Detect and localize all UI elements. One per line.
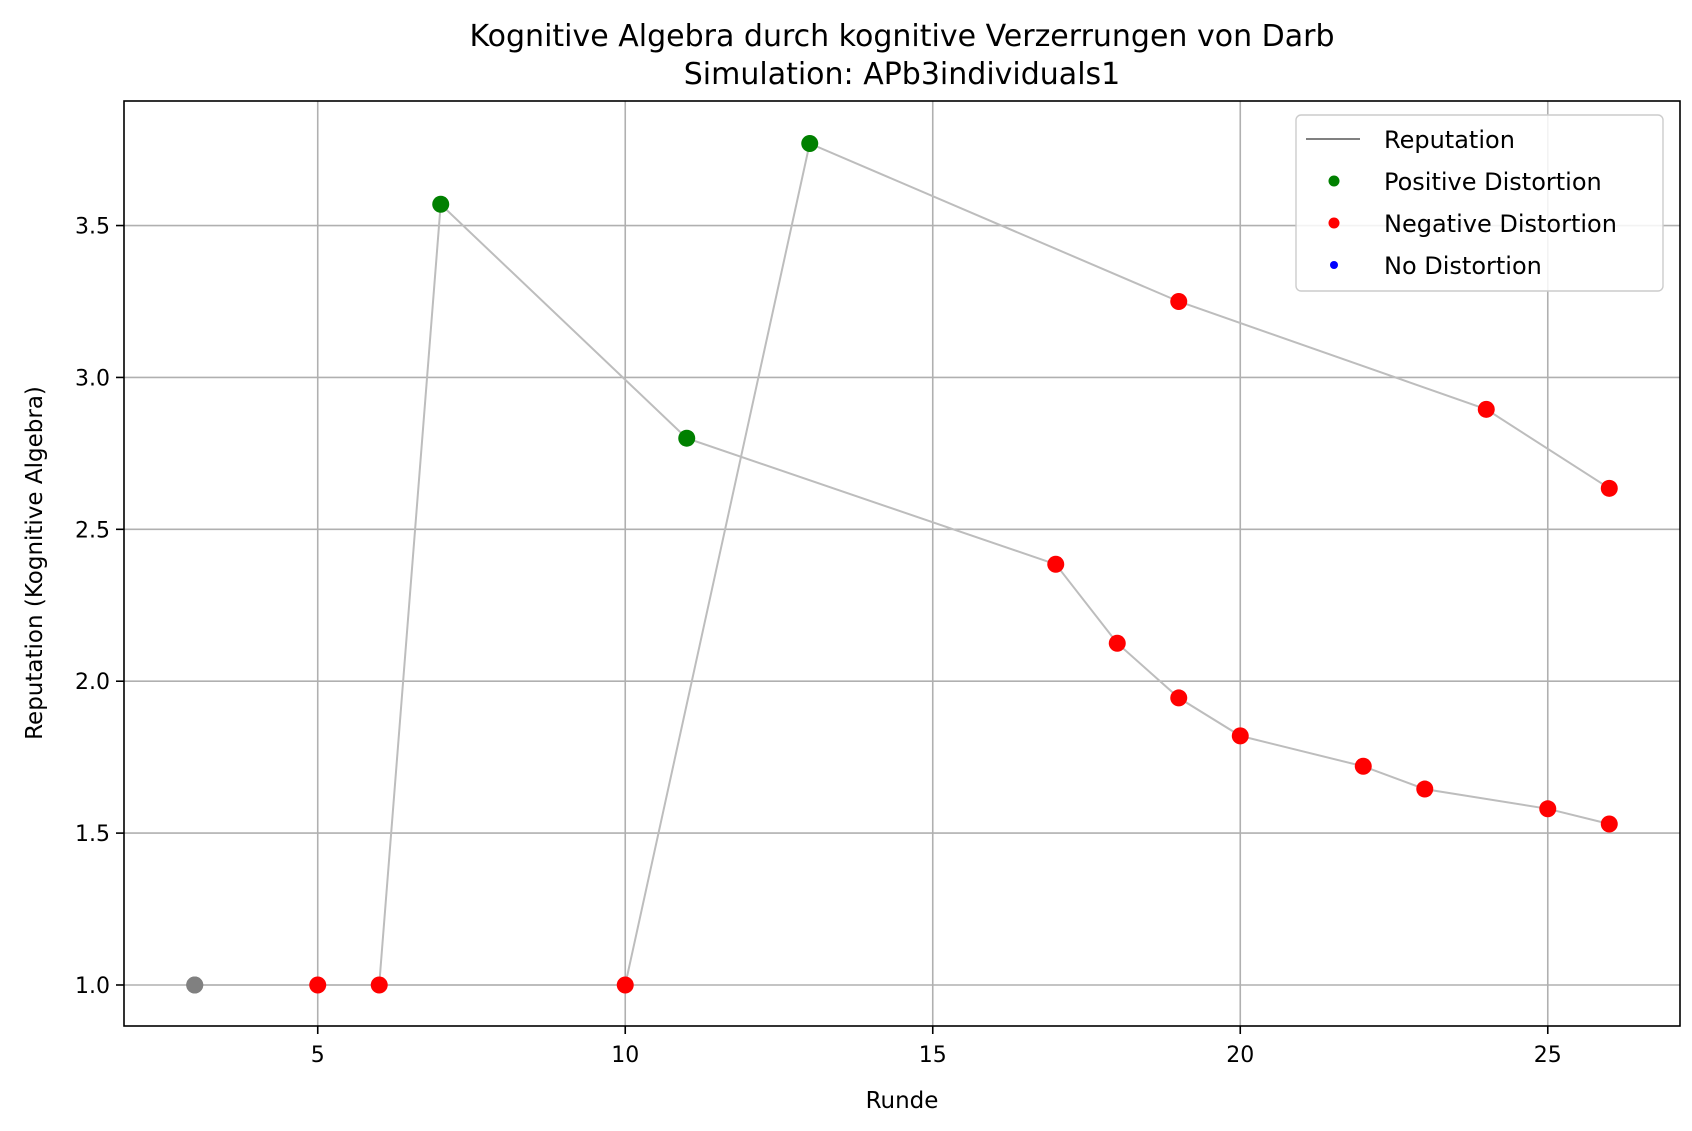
data-point-start (186, 976, 204, 994)
legend-label-negative: Negative Distortion (1384, 210, 1617, 238)
y-tick-label: 3.0 (75, 366, 110, 391)
chart-subtitle: Simulation: APb3individuals1 (684, 57, 1121, 92)
data-points (186, 135, 1618, 994)
y-axis-ticks: 1.0 1.5 2.0 2.5 3.0 3.5 (75, 215, 124, 999)
reputation-series-line (194, 202, 1610, 986)
data-point-negative (370, 976, 388, 994)
x-tick-label: 25 (1534, 1043, 1562, 1068)
y-tick-label: 2.0 (75, 670, 110, 695)
x-tick-label: 15 (919, 1043, 947, 1068)
y-tick-label: 1.5 (75, 822, 110, 847)
data-point-negative (1047, 555, 1065, 573)
y-tick-label: 2.5 (75, 518, 110, 543)
x-tick-label: 5 (311, 1043, 325, 1068)
data-point-negative (1170, 689, 1188, 707)
data-point-negative (1354, 757, 1372, 775)
data-point-negative (1108, 634, 1126, 652)
data-point-negative (1170, 292, 1188, 310)
data-point-negative (1477, 400, 1495, 418)
reputation-series-line (194, 142, 1610, 986)
y-axis-label: Reputation (Kognitive Algebra) (22, 386, 48, 740)
x-tick-label: 10 (611, 1043, 639, 1068)
legend-dot-none (1330, 261, 1338, 269)
legend-label-positive: Positive Distortion (1384, 168, 1602, 196)
data-point-negative (1600, 815, 1618, 833)
data-point-positive (432, 195, 450, 213)
x-tick-label: 20 (1226, 1043, 1254, 1068)
data-point-negative (1231, 727, 1249, 745)
legend-dot-positive (1328, 175, 1340, 187)
chart-title: Kognitive Algebra durch kognitive Verzer… (469, 19, 1334, 54)
data-point-positive (801, 135, 819, 153)
legend-dot-negative (1328, 217, 1340, 229)
legend-label-none: No Distortion (1384, 252, 1542, 280)
data-point-negative (616, 976, 634, 994)
legend-box (1295, 114, 1664, 292)
plot-area-frame (123, 100, 1681, 1027)
data-point-negative (1600, 479, 1618, 497)
data-point-negative (1416, 780, 1434, 798)
legend-label-reputation: Reputation (1384, 126, 1515, 154)
x-axis-label: Runde (866, 1088, 939, 1114)
data-point-negative (1539, 800, 1557, 818)
data-point-positive (678, 429, 696, 447)
data-point-negative (309, 976, 327, 994)
y-tick-label: 3.5 (75, 215, 110, 240)
x-axis-ticks: 5 10 15 20 25 (311, 1026, 1562, 1068)
legend: Reputation Positive Distortion Negative … (1295, 114, 1664, 292)
y-tick-label: 1.0 (75, 974, 110, 999)
